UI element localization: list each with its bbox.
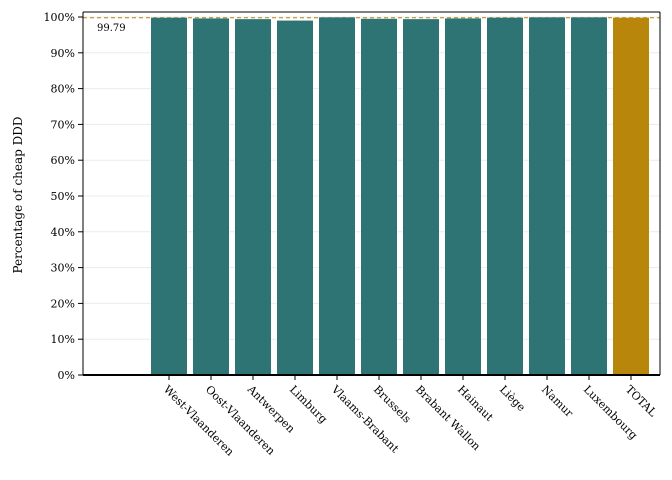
axes bbox=[78, 11, 661, 380]
bar-luxembourg bbox=[571, 17, 607, 375]
bar-li-ge bbox=[487, 17, 523, 375]
y-tick-label: 0% bbox=[58, 369, 75, 382]
bar-vlaams-brabant bbox=[319, 17, 355, 375]
y-tick-label: 30% bbox=[51, 262, 75, 275]
y-tick-label: 50% bbox=[51, 190, 75, 203]
y-tick-label: 100% bbox=[44, 11, 75, 24]
bar-oost-vlaanderen bbox=[193, 18, 229, 375]
bar-namur bbox=[529, 17, 565, 375]
x-tick-labels: West-VlaanderenOost-VlaanderenAntwerpenL… bbox=[161, 382, 660, 458]
y-tick-label: 80% bbox=[51, 83, 75, 96]
bar-total bbox=[613, 17, 649, 375]
y-tick-label: 60% bbox=[51, 154, 75, 167]
bar-brussels bbox=[361, 18, 397, 375]
y-tick-label: 70% bbox=[51, 118, 75, 131]
x-tick-label: Namur bbox=[539, 383, 576, 420]
x-tick-label: Hainaut bbox=[455, 383, 496, 424]
y-axis-label: Percentage of cheap DDD bbox=[11, 116, 25, 273]
x-tick-label: Liège bbox=[497, 383, 528, 414]
y-tick-labels: 0% 10% 20% 30% 40% 50% 60% 70% 80% 90% 100% bbox=[44, 11, 75, 382]
x-tick-label: Brussels bbox=[371, 383, 414, 426]
reference-line-group: 99.79 bbox=[83, 17, 660, 34]
y-tick-label: 20% bbox=[51, 297, 75, 310]
x-tick-label: West-Vlaanderen bbox=[161, 383, 237, 459]
bar-brabant-wallon bbox=[403, 19, 439, 375]
bar-limburg bbox=[277, 20, 313, 376]
bar-antwerpen bbox=[235, 19, 271, 375]
bars bbox=[151, 17, 649, 376]
x-tick-label: TOTAL bbox=[623, 383, 660, 420]
y-tick-label: 40% bbox=[51, 226, 75, 239]
x-tick-label: Limburg bbox=[287, 383, 330, 426]
bar-hainaut bbox=[445, 18, 481, 375]
y-tick-label: 10% bbox=[51, 333, 75, 346]
y-tick-label: 90% bbox=[51, 47, 75, 60]
bar-west-vlaanderen bbox=[151, 17, 187, 375]
reference-line-label: 99.79 bbox=[97, 23, 126, 34]
